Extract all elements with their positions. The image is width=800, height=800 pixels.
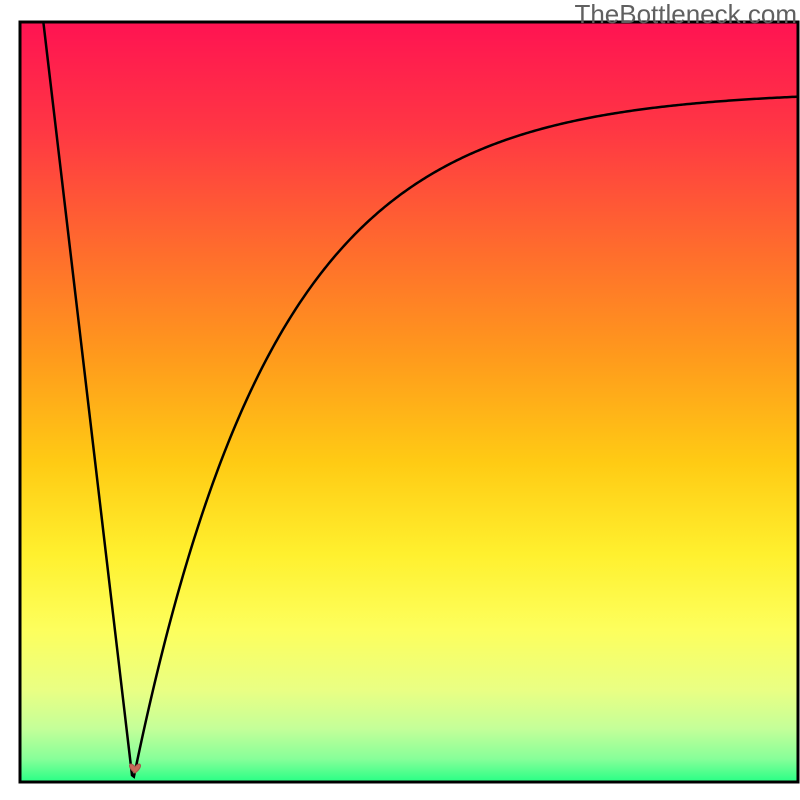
plot-background (20, 22, 798, 782)
chart-container: TheBottleneck.com (0, 0, 800, 800)
attribution-text: TheBottleneck.com (574, 0, 797, 29)
bottleneck-curve-chart: TheBottleneck.com (0, 0, 800, 800)
